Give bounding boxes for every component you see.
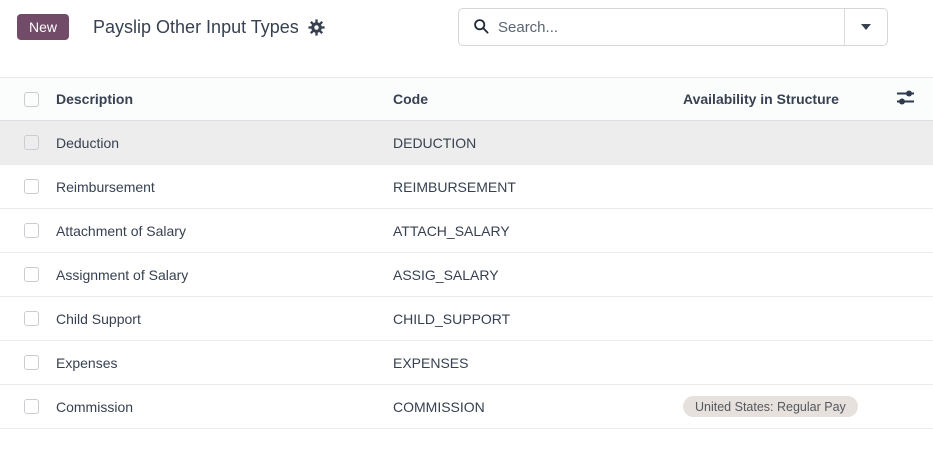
search-bar <box>458 8 888 46</box>
row-checkbox[interactable] <box>24 179 39 194</box>
table-row[interactable]: Child Support CHILD_SUPPORT <box>0 296 933 341</box>
description-cell[interactable]: Expenses <box>56 340 393 385</box>
availability-cell <box>683 120 895 165</box>
table-row[interactable]: Assignment of Salary ASSIG_SALARY <box>0 252 933 297</box>
column-header-code[interactable]: Code <box>393 77 683 121</box>
availability-cell <box>683 340 895 385</box>
code-cell[interactable]: ATTACH_SALARY <box>393 208 683 253</box>
availability-cell <box>683 164 895 209</box>
code-cell[interactable]: DEDUCTION <box>393 120 683 165</box>
availability-cell <box>683 252 895 297</box>
description-cell[interactable]: Commission <box>56 384 393 429</box>
table-row[interactable]: Deduction DEDUCTION <box>0 120 933 165</box>
description-cell[interactable]: Attachment of Salary <box>56 208 393 253</box>
description-cell[interactable]: Assignment of Salary <box>56 252 393 297</box>
description-cell[interactable]: Child Support <box>56 296 393 341</box>
search-dropdown-toggle[interactable] <box>844 9 887 45</box>
row-checkbox[interactable] <box>24 311 39 326</box>
row-checkbox[interactable] <box>24 355 39 370</box>
search-icon <box>473 18 489 37</box>
code-cell[interactable]: ASSIG_SALARY <box>393 252 683 297</box>
code-cell[interactable]: EXPENSES <box>393 340 683 385</box>
search-input[interactable] <box>498 18 844 36</box>
code-cell[interactable]: COMMISSION <box>393 384 683 429</box>
description-cell[interactable]: Deduction <box>56 120 393 165</box>
availability-cell <box>683 296 895 341</box>
gear-icon[interactable] <box>308 18 325 36</box>
column-header-availability[interactable]: Availability in Structure <box>683 77 895 121</box>
input-types-table: Description Code Availability in Structu… <box>0 77 933 429</box>
table-row[interactable]: Attachment of Salary ATTACH_SALARY <box>0 208 933 253</box>
availability-cell <box>683 208 895 253</box>
table-row[interactable]: Commission COMMISSION United States: Reg… <box>0 384 933 429</box>
description-cell[interactable]: Reimbursement <box>56 164 393 209</box>
adjust-columns-icon <box>895 90 916 110</box>
code-cell[interactable]: CHILD_SUPPORT <box>393 296 683 341</box>
search-input-area[interactable] <box>459 9 844 45</box>
availability-tag[interactable]: United States: Regular Pay <box>683 395 858 418</box>
control-panel: New Payslip Other Input Types <box>0 0 933 77</box>
table-row[interactable]: Expenses EXPENSES <box>0 340 933 385</box>
page-title: Payslip Other Input Types <box>93 16 299 37</box>
select-all-checkbox[interactable] <box>24 91 39 107</box>
row-checkbox[interactable] <box>24 267 39 282</box>
chevron-down-icon <box>861 24 871 30</box>
table-row[interactable]: Reimbursement REIMBURSEMENT <box>0 164 933 209</box>
row-checkbox[interactable] <box>24 399 39 414</box>
new-button[interactable]: New <box>17 14 70 40</box>
availability-cell: United States: Regular Pay <box>683 384 895 429</box>
column-header-description[interactable]: Description <box>56 77 393 121</box>
row-checkbox[interactable] <box>24 223 39 238</box>
adjust-columns-button[interactable] <box>895 77 933 121</box>
row-checkbox[interactable] <box>24 135 39 150</box>
table-header-row: Description Code Availability in Structu… <box>0 77 933 121</box>
breadcrumb-area: New Payslip Other Input Types <box>17 8 325 46</box>
code-cell[interactable]: REIMBURSEMENT <box>393 164 683 209</box>
